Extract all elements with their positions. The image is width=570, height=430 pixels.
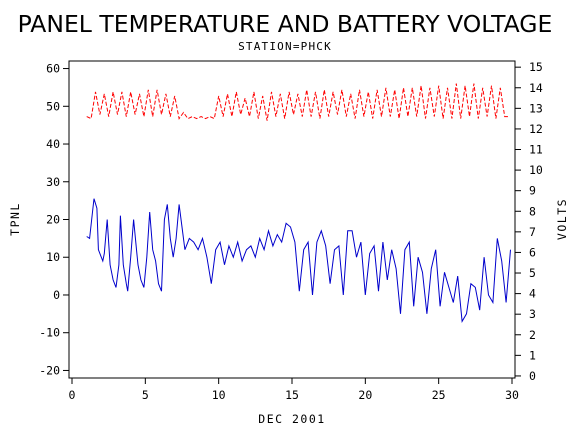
x-tick-label: 15 xyxy=(285,388,299,402)
chart-title: PANEL TEMPERATURE AND BATTERY VOLTAGE xyxy=(18,10,553,38)
battery-voltage-line xyxy=(86,83,510,121)
y-left-tick-label: 0 xyxy=(53,288,60,302)
y-axis-right-label: VOLTS xyxy=(555,198,569,240)
x-tick-label: 20 xyxy=(358,388,372,402)
y-right-tick-label: 10 xyxy=(529,163,543,177)
x-axis-label: DEC 2001 xyxy=(258,412,325,426)
y-left-tick-label: -20 xyxy=(39,363,60,377)
x-tick-label: 0 xyxy=(69,388,76,402)
x-axis: 0 5 10 15 20 25 30 xyxy=(69,378,519,402)
y-right-tick-label: 3 xyxy=(529,307,536,321)
y-right-tick-label: 9 xyxy=(529,184,536,198)
y-right-tick-label: 0 xyxy=(529,369,536,383)
y-right-tick-label: 14 xyxy=(529,81,543,95)
y-left-tick-label: -10 xyxy=(39,326,60,340)
x-tick-label: 10 xyxy=(212,388,226,402)
y-right-tick-label: 12 xyxy=(529,122,543,136)
y-left-tick-label: 30 xyxy=(46,175,60,189)
y-right-tick-label: 11 xyxy=(529,143,543,157)
y-right-tick-label: 2 xyxy=(529,328,536,342)
y-axis-left: -20 -10 0 10 20 30 40 50 60 xyxy=(39,62,69,377)
y-left-tick-label: 50 xyxy=(46,99,60,113)
y-left-tick-label: 40 xyxy=(46,137,60,151)
y-right-tick-label: 8 xyxy=(529,204,536,218)
y-right-tick-label: 15 xyxy=(529,60,543,74)
y-right-tick-label: 6 xyxy=(529,245,536,259)
y-axis-left-label: TPNL xyxy=(8,202,22,236)
x-tick-label: 25 xyxy=(432,388,446,402)
x-tick-label: 30 xyxy=(505,388,519,402)
y-right-tick-label: 13 xyxy=(529,101,543,115)
y-right-tick-label: 1 xyxy=(529,348,536,362)
x-tick-label: 5 xyxy=(142,388,149,402)
series-layer xyxy=(86,83,511,323)
y-right-tick-label: 4 xyxy=(529,287,536,301)
y-left-tick-label: 20 xyxy=(46,213,60,227)
y-right-tick-label: 7 xyxy=(529,225,536,239)
y-right-tick-label: 5 xyxy=(529,266,536,280)
y-left-tick-label: 60 xyxy=(46,62,60,76)
chart-subtitle: STATION=PHCK xyxy=(238,40,332,53)
y-left-tick-label: 10 xyxy=(46,250,60,264)
panel-temperature-line xyxy=(86,198,511,323)
